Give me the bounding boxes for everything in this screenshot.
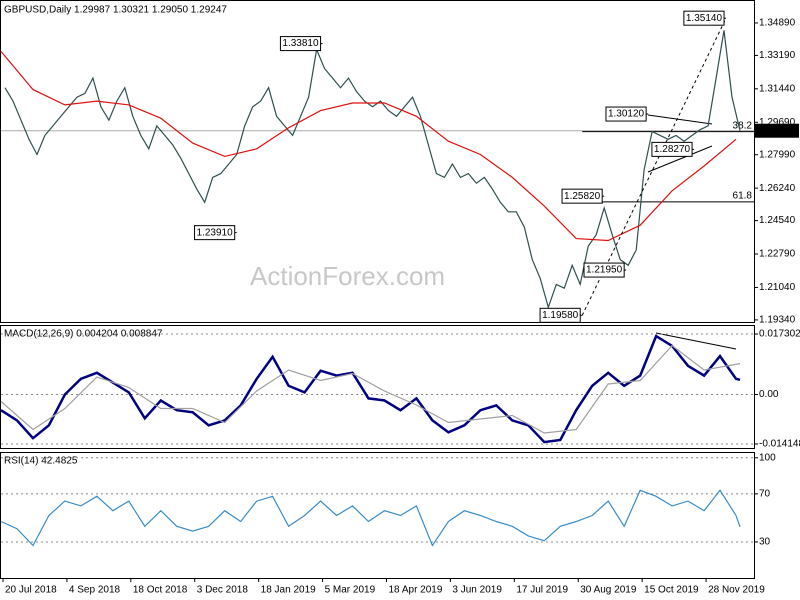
y-tick-label: 1.31440 xyxy=(759,83,796,94)
annotation-label: 1.25820 xyxy=(564,191,601,202)
x-tick-label: 18 Jan 2019 xyxy=(261,585,316,596)
y-tick-label: 1.26240 xyxy=(759,183,796,194)
annotation-box xyxy=(605,106,647,122)
fib-label: 61.8 xyxy=(733,191,753,202)
y-tick-label: 1.29690 xyxy=(759,117,796,128)
x-tick-label: 5 Mar 2019 xyxy=(325,585,376,596)
y-tick-label: 1.27990 xyxy=(759,149,796,160)
x-tick-label: 3 Jun 2019 xyxy=(452,585,502,596)
rsi-title: RSI(14) 42.4825 xyxy=(4,456,78,467)
annotation-box xyxy=(583,262,625,278)
y-tick-label: 0.017302 xyxy=(759,329,800,340)
y-tick-label: 0.00 xyxy=(759,389,779,400)
divergence-line xyxy=(655,332,737,350)
annotation-box xyxy=(194,225,236,241)
annotation-box xyxy=(279,36,322,52)
rsi-panel xyxy=(0,452,755,579)
annotation-label: 1.30120 xyxy=(608,109,645,120)
y-tick-label: 1.34890 xyxy=(759,18,796,29)
y-tick-label: 1.19340 xyxy=(759,315,796,326)
fib-label: 38.2 xyxy=(733,120,753,131)
x-tick-label: 4 Sep 2018 xyxy=(69,585,121,596)
annotation-box xyxy=(651,141,693,157)
macd-title: MACD(12,26,9) 0.004204 0.008847 xyxy=(4,329,163,340)
y-tick-label: 1.33190 xyxy=(759,50,796,61)
x-tick-label: 3 Dec 2018 xyxy=(197,585,249,596)
price-title: GBPUSD,Daily 1.29987 1.30321 1.29050 1.2… xyxy=(4,5,227,16)
y-tick-label: 30 xyxy=(759,537,771,548)
series-line xyxy=(0,334,741,444)
triangle-lower xyxy=(647,145,713,173)
watermark: ActionForex.com xyxy=(250,261,445,291)
annotation-label: 1.19580 xyxy=(542,310,579,321)
x-tick-label: 18 Apr 2019 xyxy=(388,585,442,596)
x-tick-label: 17 Jul 2019 xyxy=(516,585,568,596)
annotation-box xyxy=(561,188,603,204)
annotation-label: 1.23910 xyxy=(197,227,234,238)
annotation-label: 1.28270 xyxy=(654,144,691,155)
x-tick-label: 20 Jul 2018 xyxy=(5,585,57,596)
y-tick-label: 1.21040 xyxy=(759,282,796,293)
annotation-box xyxy=(539,307,581,323)
last-price-box xyxy=(755,123,799,138)
x-tick-label: 15 Oct 2019 xyxy=(644,585,699,596)
y-tick-label: 70 xyxy=(759,489,771,500)
price-panel xyxy=(0,0,755,323)
triangle-upper xyxy=(647,114,713,125)
series-line xyxy=(0,51,737,242)
macd-panel xyxy=(0,325,755,449)
y-tick-label: 1.22790 xyxy=(759,249,796,260)
annotation-label: 1.33810 xyxy=(282,38,319,49)
y-tick-label: 1.24540 xyxy=(759,215,796,226)
series-line xyxy=(0,344,741,434)
x-tick-label: 18 Oct 2018 xyxy=(133,585,188,596)
x-tick-label: 30 Aug 2019 xyxy=(580,585,637,596)
annotation-label: 1.21950 xyxy=(586,265,623,276)
y-tick-label: -0.014148 xyxy=(759,439,800,450)
last-price-label: 1.29247 xyxy=(758,125,795,136)
annotation-box xyxy=(683,10,725,26)
y-tick-label: 100 xyxy=(759,452,776,463)
series-line xyxy=(0,489,741,547)
series-line xyxy=(4,30,741,310)
annotation-label: 1.35140 xyxy=(686,13,723,24)
x-tick-label: 28 Nov 2019 xyxy=(708,585,765,596)
